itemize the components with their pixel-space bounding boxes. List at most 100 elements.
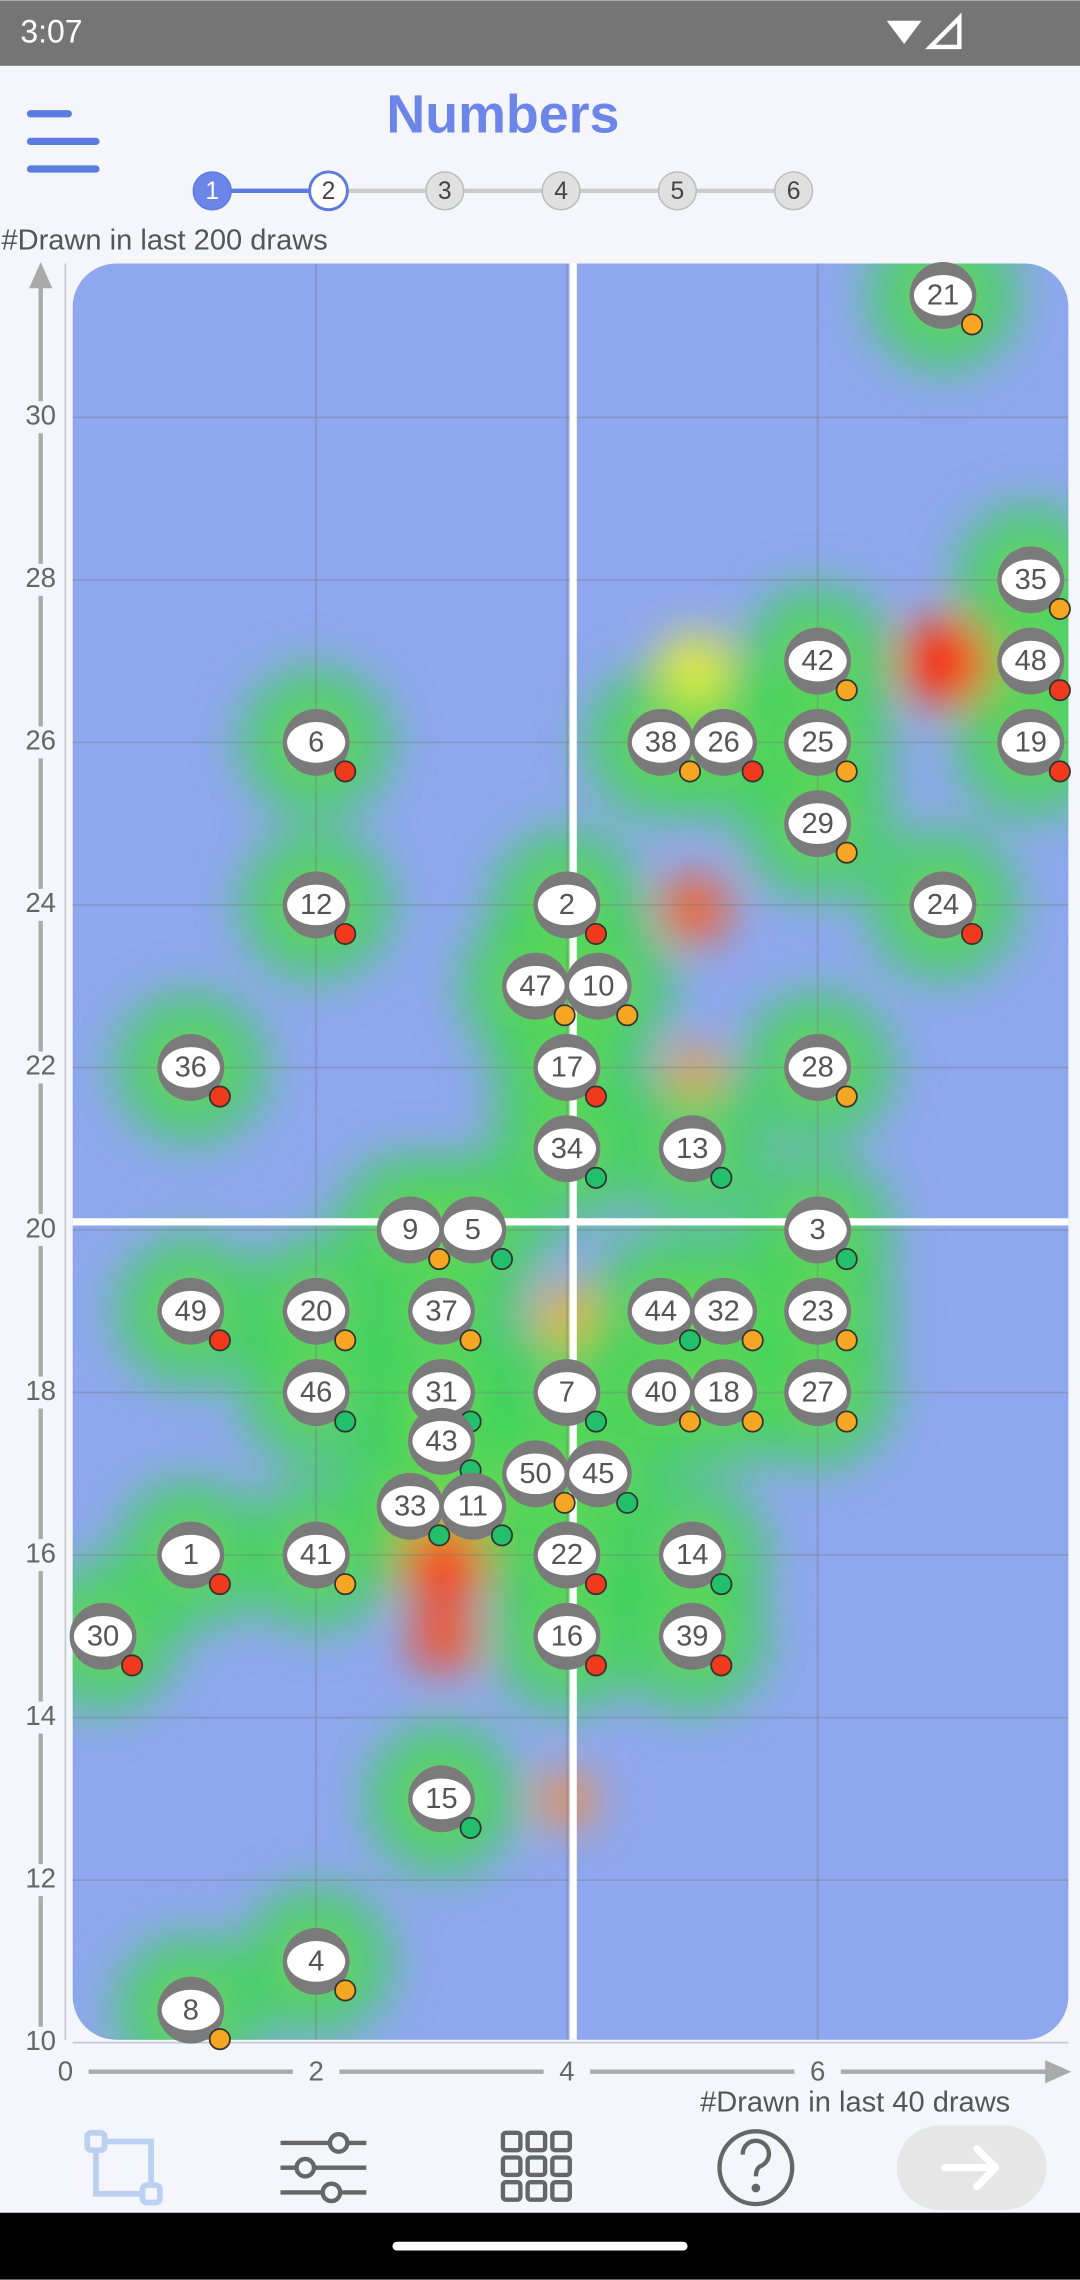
number-ball[interactable]: 44 [627,1277,702,1352]
ball-inner [73,1615,133,1657]
ball-label: 29 [801,808,833,840]
number-ball[interactable]: 31 [408,1359,482,1433]
ball-status-dot [1048,597,1071,620]
number-ball[interactable]: 26 [690,708,764,783]
ball-inner [694,722,753,763]
ball-inner [1001,640,1060,682]
ball-status-dot [459,1329,482,1352]
ball-inner [694,1290,753,1332]
ball-inner [788,640,847,682]
number-ball[interactable]: 33 [376,1472,451,1547]
number-ball[interactable]: 3 [784,1196,858,1271]
help-button[interactable] [717,2129,795,2207]
number-ball[interactable]: 18 [690,1359,764,1433]
number-ball[interactable]: 13 [658,1115,733,1189]
number-ball[interactable]: 23 [784,1277,858,1352]
number-ball[interactable]: 5 [439,1196,513,1271]
number-ball[interactable]: 17 [533,1034,608,1108]
number-ball[interactable]: 8 [157,1976,231,2051]
number-ball[interactable]: 24 [909,871,984,946]
number-ball[interactable]: 15 [408,1765,482,1839]
signal-icon [925,12,962,50]
ball-status-dot [490,1248,513,1271]
ball-label: 28 [801,1052,833,1084]
menu-button[interactable] [26,110,100,173]
number-ball[interactable]: 35 [997,546,1071,620]
ball-status-dot [428,1248,451,1271]
ball-label: 34 [551,1133,583,1165]
status-bar [0,0,1080,66]
step-circle[interactable] [308,170,349,212]
grid-icon-cell [550,2130,572,2153]
number-ball[interactable]: 47 [502,952,576,1027]
number-ball[interactable]: 50 [502,1440,576,1514]
number-ball[interactable]: 34 [533,1115,608,1189]
number-ball[interactable]: 22 [533,1521,608,1596]
ball-status-dot [710,1573,733,1596]
heat-hotspot [540,1773,594,1827]
y-tick-label: 30 [25,400,56,431]
number-ball[interactable]: 42 [784,627,858,702]
ball-inner [537,884,596,926]
number-ball[interactable]: 6 [282,708,357,783]
number-ball[interactable]: 21 [909,261,984,336]
heat-hotspot [659,634,730,704]
number-ball[interactable]: 46 [282,1359,357,1433]
number-ball[interactable]: 36 [157,1034,231,1108]
step-circle[interactable] [192,171,232,211]
number-ball[interactable]: 25 [784,708,858,783]
step-label: 2 [322,178,336,205]
number-ball[interactable]: 7 [533,1359,608,1433]
step-circle[interactable] [425,171,465,211]
number-ball[interactable]: 27 [784,1359,858,1433]
ball-inner [381,1209,440,1251]
ball-status-dot [835,760,858,783]
number-ball[interactable]: 48 [997,627,1071,702]
number-ball[interactable]: 29 [784,790,858,864]
number-ball[interactable]: 9 [376,1196,451,1271]
number-ball[interactable]: 2 [533,871,608,946]
number-ball[interactable]: 1 [157,1521,231,1596]
grid-button[interactable] [500,2130,572,2202]
grid-icon-cell [525,2180,548,2202]
number-ball[interactable]: 12 [282,871,357,946]
ball-label: 31 [425,1377,457,1409]
filter-button[interactable] [280,2132,367,2204]
number-ball[interactable]: 4 [282,1927,357,2002]
number-ball[interactable]: 10 [564,952,639,1027]
number-ball[interactable]: 40 [627,1359,702,1433]
ball-status-dot [334,1410,357,1433]
ball-status-dot [334,1979,357,2002]
number-ball[interactable]: 49 [157,1277,231,1352]
ball-status-dot [678,1329,702,1352]
ball-inner [412,1372,471,1413]
step-circle[interactable] [774,171,814,211]
number-ball[interactable]: 39 [658,1602,733,1677]
ball-status-dot [208,1573,231,1596]
number-ball[interactable]: 45 [564,1440,639,1514]
y-axis-arrow [29,262,53,289]
ball-inner [537,1372,596,1413]
number-ball[interactable]: 43 [408,1407,482,1482]
number-ball[interactable]: 38 [627,708,702,783]
number-ball[interactable]: 37 [408,1277,482,1352]
number-ball[interactable]: 16 [533,1602,608,1677]
ball-status-dot [616,1491,639,1514]
ball-label: 1 [183,1539,199,1571]
number-ball[interactable]: 20 [282,1277,357,1352]
step-circle[interactable] [541,171,581,211]
number-ball[interactable]: 11 [439,1472,513,1547]
next-button[interactable] [896,2125,1047,2210]
ball-status-dot [584,1410,608,1433]
number-ball[interactable]: 41 [282,1521,357,1596]
heat-hotspot [662,876,727,941]
swap-button[interactable] [84,2129,163,2206]
number-ball[interactable]: 14 [658,1521,733,1596]
number-ball[interactable]: 28 [784,1034,858,1108]
ball-label: 37 [425,1295,457,1327]
number-ball[interactable]: 19 [997,708,1071,783]
number-ball[interactable]: 32 [690,1277,764,1352]
step-circle[interactable] [657,171,697,211]
number-ball[interactable]: 30 [69,1602,144,1677]
ball-label: 15 [425,1783,457,1815]
